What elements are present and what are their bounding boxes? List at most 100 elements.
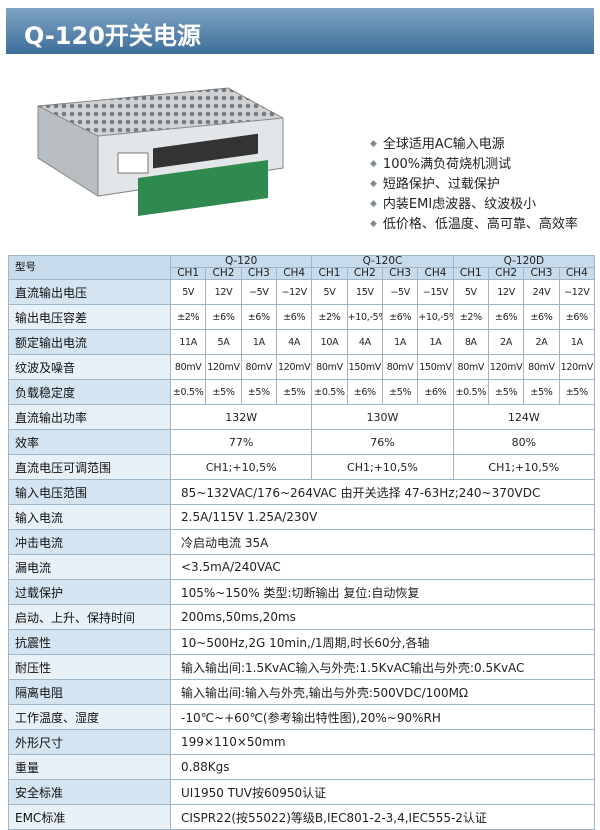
channel-value: −15V <box>417 279 454 305</box>
spec-value: 199×110×50mm <box>170 729 595 755</box>
channel-value: +10,-5% <box>346 304 383 330</box>
channel-value: 5A <box>205 329 242 355</box>
channel-value: 5V <box>169 279 207 305</box>
channel-value: 10A <box>311 329 348 355</box>
row-label: 漏电流 <box>8 554 171 580</box>
channel-value: 5V <box>452 279 489 305</box>
channel-value: 12V <box>487 279 525 305</box>
title: Q-120开关电源 <box>24 22 201 50</box>
channel-value: ±6% <box>240 304 277 330</box>
channel-value: ±5% <box>558 379 596 405</box>
model-value: 80% <box>452 429 596 455</box>
channel-value: ±5% <box>523 379 560 405</box>
channel-value: ±6% <box>346 379 383 405</box>
channel-value: 80mV <box>240 354 277 380</box>
feature: 低价格、低温度、高可靠、高效率 <box>370 214 578 234</box>
channel-value: 15V <box>346 279 383 305</box>
channel-value: 150mV <box>417 354 454 380</box>
row-label: 耐压性 <box>8 654 171 680</box>
channel-value: −12V <box>558 279 596 305</box>
feature-list: 全球适用AC输入电源100%满负荷烧机测试短路保护、过载保护内装EMI虑波器、纹… <box>370 134 578 234</box>
spec-value: 输入输出间:输入与外壳,输出与外壳:500VDC/100MΩ <box>170 679 595 705</box>
row-label: 直流输出功率 <box>8 404 171 430</box>
spec-row: 冲击电流 冷启动电流 35A <box>8 529 595 555</box>
spec-row: 重量 0.88Kgs <box>8 754 595 780</box>
channel-value: −5V <box>240 279 277 305</box>
spec-value: UI1950 TUV按60950认证 <box>170 779 595 805</box>
feature: 全球适用AC输入电源 <box>370 134 578 154</box>
row-label: 效率 <box>8 429 171 455</box>
spec-row: 效率 77% 76% 80% <box>8 429 596 455</box>
channel-value: 5V <box>311 279 348 305</box>
channel: CH4 <box>558 267 596 280</box>
header-row: CH1 CH2 CH3 CH4 CH1 CH2 CH3 CH4 CH1 CH2 CH3 CH4 <box>9 267 596 280</box>
channel-value: ±0.5% <box>169 379 207 405</box>
row-label: 输入电压范围 <box>8 479 171 505</box>
channel-value: 80mV <box>311 354 348 380</box>
channel-value: −12V <box>275 279 313 305</box>
row-label: EMC标准 <box>8 804 171 830</box>
spec-value: 200ms,50ms,20ms <box>170 604 595 630</box>
feature: 短路保护、过载保护 <box>370 174 578 194</box>
spec-row: 安全标准 UI1950 TUV按60950认证 <box>8 779 595 805</box>
model-value: 124W <box>452 404 596 430</box>
channel-value: 120mV <box>275 354 313 380</box>
model-name: Q-120D <box>452 255 596 268</box>
spec-table: 型号 Q-120 Q-120C Q-120D CH1 CH2 CH3 CH4 CH1 CH2 CH3… <box>8 255 596 830</box>
channel-value: 120mV <box>205 354 242 380</box>
feature: 100%满负荷烧机测试 <box>370 154 578 174</box>
model-value: 130W <box>311 404 454 430</box>
feature: 内装EMI虑波器、纹波极小 <box>370 194 578 214</box>
row-label: 纹波及噪音 <box>8 354 171 380</box>
model-value: 76% <box>311 429 454 455</box>
spec-value: -10℃~+60℃(参考输出特性图),20%~90%RH <box>170 704 595 730</box>
channel-value: 80mV <box>169 354 207 380</box>
spec-row: 外形尺寸 199×110×50mm <box>8 729 595 755</box>
channel-value: 4A <box>275 329 313 355</box>
spec-row: 工作温度、湿度 -10℃~+60℃(参考输出特性图),20%~90%RH <box>8 704 595 730</box>
row-label: 抗震性 <box>8 629 171 655</box>
spec-row: 输出电压容差±2%±6%±6%±6%±2%+10,-5%±6%+10,-5%±2… <box>8 304 596 330</box>
spec-row: 直流输出功率 132W 130W 124W <box>8 404 596 430</box>
spec-row: 输入电压范围 85~132VAC/176~264VAC 由开关选择 47-63Hz… <box>8 479 595 505</box>
row-label: 额定输出电流 <box>8 329 171 355</box>
channel-value: ±6% <box>417 379 454 405</box>
channel-value: ±0.5% <box>452 379 489 405</box>
spec-row: 直流输出电压 5V 12V −5V −12V 5V 15V −5V −15V 5V 12V 24V −1… <box>8 279 596 305</box>
row-label: 过载保护 <box>8 579 171 605</box>
row-label: 启动、上升、保持时间 <box>8 604 171 630</box>
channel-value: ±6% <box>381 304 419 330</box>
row-label: 外形尺寸 <box>8 729 171 755</box>
product-image <box>37 87 284 216</box>
channel: CH3 <box>240 267 277 280</box>
channel: CH1 <box>311 267 348 280</box>
spec-value: <3.5mA/240VAC <box>170 554 595 580</box>
channel-value: ±2% <box>169 304 207 330</box>
channel: CH2 <box>346 267 383 280</box>
channel-value: 12V <box>205 279 242 305</box>
row-label: 直流电压可调范围 <box>8 454 171 480</box>
channel-value: ±5% <box>381 379 419 405</box>
spec-row: 抗震性 10~500Hz,2G 10min,/1周期,时长60分,各轴 <box>8 629 595 655</box>
spec-row: 额定输出电流 11A 5A 1A 4A 10A 4A 1A 1A 8A 2A 2A 1A <box>8 329 596 355</box>
channel: CH2 <box>205 267 242 280</box>
channel-value: 8A <box>452 329 489 355</box>
spec-value: 0.88Kgs <box>170 754 595 780</box>
channel-value: 80mV <box>381 354 419 380</box>
channel-value: 120mV <box>487 354 525 380</box>
channel-value: 24V <box>523 279 560 305</box>
spec-row: 直流电压可调范围 CH1;+10,5% CH1;+10,5% CH1;+10,5% <box>8 454 596 480</box>
channel: CH4 <box>417 267 454 280</box>
row-label: 负载稳定度 <box>8 379 171 405</box>
banner: Q-120开关电源 <box>6 8 594 54</box>
channel-value: −5V <box>381 279 419 305</box>
model-value: CH1;+10,5% <box>311 454 454 480</box>
model-value: 77% <box>169 429 313 455</box>
spec-row: 负载稳定度 ±0.5% ±5% ±5% ±5% ±0.5% ±6% ±5% ±6% ±0.5% ±5… <box>8 379 596 405</box>
channel-value: ±5% <box>205 379 242 405</box>
header-row: 型号 Q-120 Q-120C Q-120D <box>8 255 596 280</box>
channel: CH1 <box>452 267 489 280</box>
channel-value: ±0.5% <box>311 379 348 405</box>
spec-value: 105%~150% 类型:切断输出 复位:自动恢复 <box>170 579 595 605</box>
